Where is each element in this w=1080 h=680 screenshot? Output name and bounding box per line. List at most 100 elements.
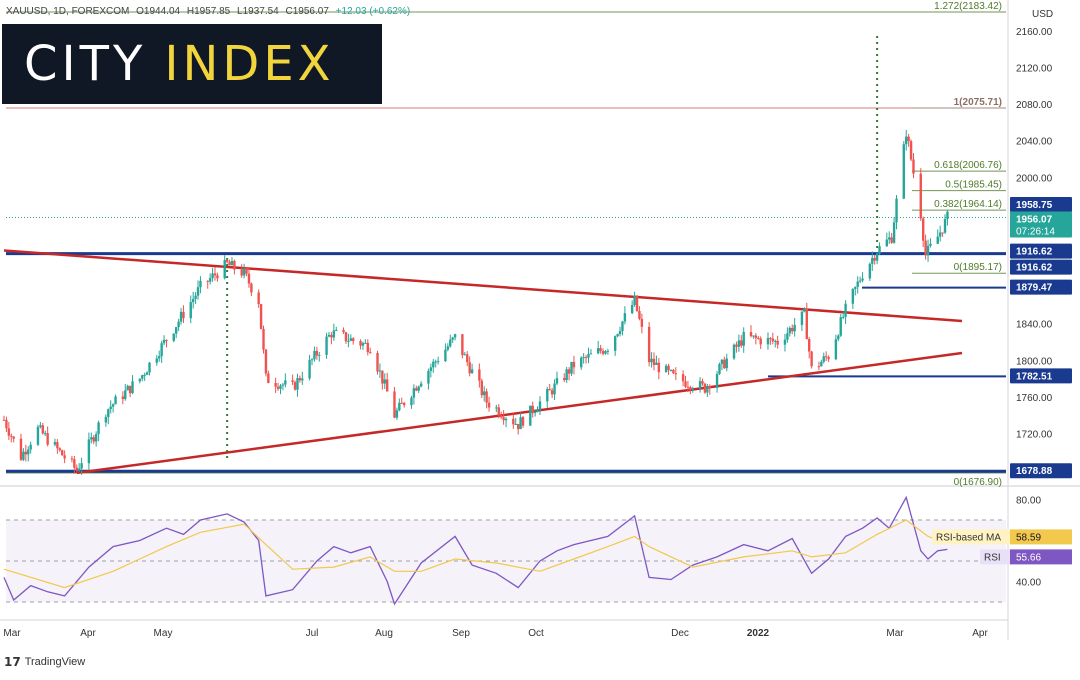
- candle-body: [245, 268, 248, 274]
- candle-body: [888, 237, 891, 240]
- candle-body: [259, 304, 263, 329]
- candle-body: [725, 358, 728, 369]
- candle-body: [41, 425, 45, 434]
- tradingview-label: TradingView: [24, 656, 86, 668]
- candle-body: [80, 463, 83, 469]
- candle-body: [453, 334, 457, 338]
- price-axis-tick: 1800.00: [1016, 356, 1053, 367]
- candle-body: [909, 141, 913, 160]
- candle-body: [941, 232, 944, 234]
- candle-body: [470, 369, 474, 374]
- candle-body: [567, 369, 571, 374]
- candle-body: [757, 338, 760, 340]
- currency-label: USD: [1032, 9, 1053, 20]
- candle-body: [555, 378, 559, 384]
- candle-body: [463, 354, 467, 356]
- candle-body: [160, 343, 163, 357]
- candle-body: [5, 419, 8, 429]
- candle-body: [667, 365, 670, 370]
- candle-body: [597, 348, 600, 354]
- candle-body: [924, 240, 927, 256]
- price-tag: [1010, 197, 1072, 213]
- candle-body: [839, 317, 842, 336]
- price-tag: [1010, 368, 1072, 384]
- candle-body: [759, 338, 762, 345]
- candle-body: [330, 334, 333, 338]
- price-axis-tick: 2040.00: [1016, 137, 1053, 148]
- candle-body: [395, 410, 399, 418]
- rsi-ma-value: 58.59: [1016, 532, 1041, 543]
- candle-body: [208, 278, 212, 282]
- candle-body: [550, 390, 554, 395]
- candle-body: [298, 378, 302, 381]
- candle-body: [499, 415, 503, 418]
- candle-body: [689, 387, 692, 390]
- candle-body: [718, 364, 721, 374]
- candle-body: [24, 451, 28, 455]
- candle-body: [114, 396, 117, 405]
- candle-body: [740, 340, 743, 346]
- candle-body: [664, 365, 668, 373]
- candle-body: [480, 380, 483, 396]
- candle-body: [291, 380, 294, 383]
- logo-word-city: CITY: [24, 36, 147, 92]
- candle-body: [124, 390, 127, 400]
- candle-body: [703, 383, 707, 393]
- candle-body: [111, 404, 115, 407]
- logo-word-index: INDEX: [164, 36, 335, 92]
- candle-body: [890, 237, 893, 243]
- candle-body: [737, 340, 741, 347]
- candle-body: [752, 335, 755, 337]
- candle-body: [783, 339, 787, 345]
- candle-body: [369, 352, 372, 354]
- candle-body: [240, 269, 243, 276]
- candle-body: [412, 388, 416, 398]
- candle-body: [808, 339, 811, 352]
- candle-body: [570, 361, 573, 374]
- candle-body: [788, 327, 792, 334]
- symbol-label: XAUUSD, 1D, FOREXCOM: [6, 6, 130, 17]
- candle-body: [378, 370, 382, 372]
- candle-body: [943, 218, 947, 233]
- candle-body: [335, 329, 338, 331]
- open-value: O1944.04: [136, 6, 181, 17]
- candle-body: [155, 358, 158, 363]
- candle-body: [223, 260, 226, 279]
- candle-body: [478, 369, 481, 381]
- candle-body: [451, 337, 454, 340]
- candle-body: [427, 370, 430, 384]
- price-axis-tick: 2080.00: [1016, 100, 1053, 111]
- candle-body: [352, 338, 355, 342]
- time-axis-tick: Jul: [306, 628, 319, 639]
- candle-body: [754, 335, 758, 339]
- candle-body: [410, 397, 413, 406]
- candle-body: [582, 357, 585, 359]
- candle-body: [895, 198, 898, 223]
- candle-body: [820, 361, 823, 367]
- candle-body: [824, 356, 828, 358]
- candle-body: [279, 385, 282, 389]
- candle-body: [803, 308, 806, 312]
- candle-body: [138, 378, 142, 382]
- time-axis-tick: Mar: [886, 628, 904, 639]
- rsi-name: RSI: [984, 552, 1001, 563]
- candle-body: [589, 353, 593, 355]
- price-axis-tick: 2000.00: [1016, 173, 1053, 184]
- price-tag: [1010, 279, 1072, 295]
- close-value: C1956.07: [285, 6, 329, 17]
- candle-body: [936, 236, 939, 244]
- rsi-series-ma: [3, 519, 948, 589]
- candle-body: [361, 343, 365, 346]
- candle-body: [485, 391, 488, 403]
- candle-body: [10, 435, 13, 437]
- candle-body: [332, 330, 336, 338]
- candle-body: [63, 455, 66, 459]
- candle-body: [732, 344, 736, 359]
- candle-body: [22, 451, 25, 460]
- candle-body: [822, 356, 825, 362]
- candle-body: [90, 437, 93, 440]
- time-axis-tick: Mar: [3, 628, 21, 639]
- candle-body: [39, 425, 42, 427]
- candle-body: [630, 304, 634, 314]
- candle-body: [674, 373, 678, 375]
